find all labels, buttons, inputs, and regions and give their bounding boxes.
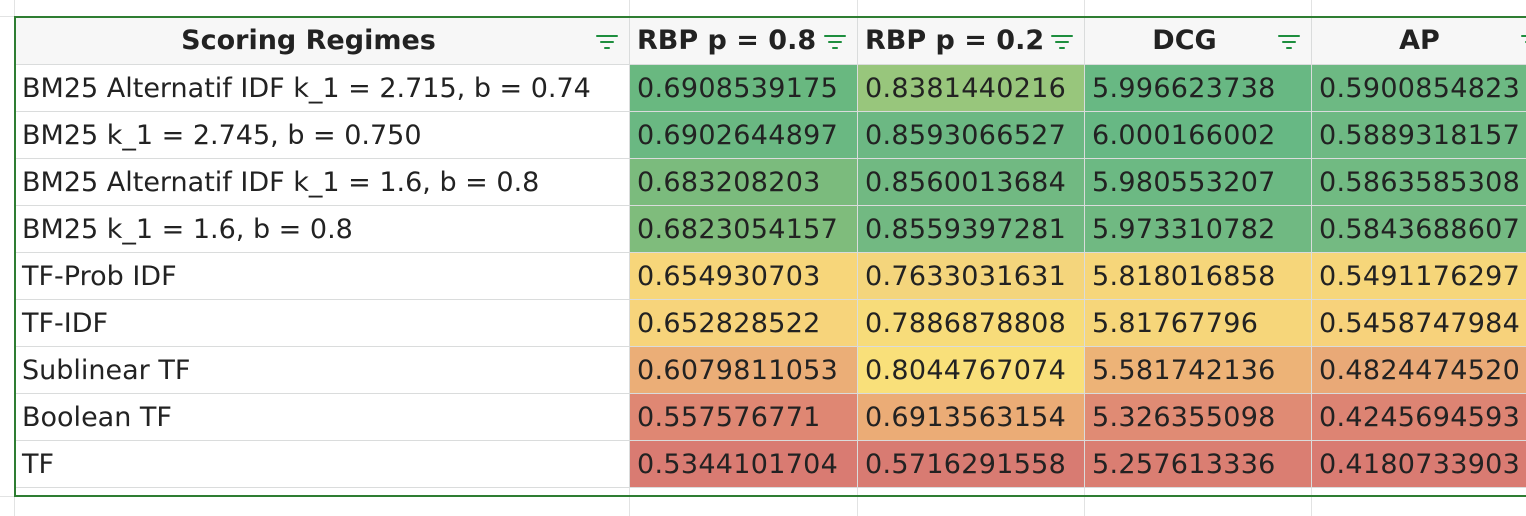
value-cell[interactable]: 0.7886878808 [857,299,1085,347]
column-header-rbp-02[interactable]: RBP p = 0.2 [857,16,1085,65]
value-cell[interactable]: 0.5889318157 [1311,111,1526,159]
column-header-label: RBP p = 0.2 [865,25,1045,56]
row-label-cell[interactable]: Sublinear TF [14,346,630,394]
value-cell[interactable]: 0.4245694593 [1311,393,1526,441]
filter-icon[interactable] [1520,33,1526,49]
value-cell[interactable]: 0.8560013684 [857,158,1085,206]
value-cell[interactable]: 0.6823054157 [629,205,858,253]
value-cell[interactable]: 5.818016858 [1084,252,1312,300]
value-cell[interactable]: 0.5344101704 [629,440,858,488]
value-cell[interactable]: 5.257613336 [1084,440,1312,488]
value-cell[interactable]: 5.973310782 [1084,205,1312,253]
value-cell[interactable]: 5.326355098 [1084,393,1312,441]
column-header-scoring-regimes[interactable]: Scoring Regimes [14,16,630,65]
column-header-ap[interactable]: AP [1311,16,1526,65]
filter-icon[interactable] [595,33,619,49]
table-row: TF-Prob IDF 0.654930703 0.7633031631 5.8180… [14,252,1526,300]
row-label-cell[interactable]: BM25 k_1 = 2.745, b = 0.750 [14,111,630,159]
value-cell[interactable]: 0.7633031631 [857,252,1085,300]
value-cell[interactable]: 0.5716291558 [857,440,1085,488]
value-cell[interactable]: 0.5863585308 [1311,158,1526,206]
value-cell[interactable]: 0.8381440216 [857,64,1085,112]
row-label-cell[interactable]: TF-IDF [14,299,630,347]
value-cell[interactable]: 5.81767796 [1084,299,1312,347]
value-cell[interactable]: 0.5900854823 [1311,64,1526,112]
filter-icon[interactable] [1277,33,1301,49]
row-label-cell[interactable]: TF [14,440,630,488]
filter-icon[interactable] [1050,33,1074,49]
value-cell[interactable]: 5.996623738 [1084,64,1312,112]
row-label-cell[interactable]: BM25 Alternatif IDF k_1 = 1.6, b = 0.8 [14,158,630,206]
scoring-table: Scoring Regimes RBP p = 0.8 RBP p = 0.2 … [14,16,1526,488]
filter-icon[interactable] [823,33,847,49]
value-cell[interactable]: 0.4180733903 [1311,440,1526,488]
table-row: TF 0.5344101704 0.5716291558 5.257613336 0.4… [14,440,1526,488]
header-row: Scoring Regimes RBP p = 0.8 RBP p = 0.2 … [14,16,1526,65]
column-header-dcg[interactable]: DCG [1084,16,1312,65]
value-cell[interactable]: 0.683208203 [629,158,858,206]
value-cell[interactable]: 0.5491176297 [1311,252,1526,300]
table-row: Boolean TF 0.557576771 0.6913563154 5.32635… [14,393,1526,441]
value-cell[interactable]: 0.6913563154 [857,393,1085,441]
column-header-label: AP [1399,25,1440,56]
value-cell[interactable]: 0.8559397281 [857,205,1085,253]
spreadsheet-range: Scoring Regimes RBP p = 0.8 RBP p = 0.2 … [14,16,1526,497]
column-header-label: RBP p = 0.8 [637,25,817,56]
row-label-cell[interactable]: BM25 Alternatif IDF k_1 = 2.715, b = 0.7… [14,64,630,112]
value-cell[interactable]: 0.654930703 [629,252,858,300]
value-cell[interactable]: 0.5843688607 [1311,205,1526,253]
value-cell[interactable]: 0.5458747984 [1311,299,1526,347]
value-cell[interactable]: 6.000166002 [1084,111,1312,159]
column-header-rbp-08[interactable]: RBP p = 0.8 [629,16,858,65]
value-cell[interactable]: 0.652828522 [629,299,858,347]
value-cell[interactable]: 0.6079811053 [629,346,858,394]
table-row: Sublinear TF 0.6079811053 0.8044767074 5.58… [14,346,1526,394]
row-label-cell[interactable]: BM25 k_1 = 1.6, b = 0.8 [14,205,630,253]
table-row: BM25 k_1 = 1.6, b = 0.8 0.6823054157 0.855… [14,205,1526,253]
table-body: BM25 Alternatif IDF k_1 = 2.715, b = 0.7… [14,64,1526,488]
value-cell[interactable]: 5.980553207 [1084,158,1312,206]
row-label-cell[interactable]: TF-Prob IDF [14,252,630,300]
table-row: BM25 k_1 = 2.745, b = 0.750 0.6902644897 0… [14,111,1526,159]
value-cell[interactable]: 0.4824474520 [1311,346,1526,394]
row-label-cell[interactable]: Boolean TF [14,393,630,441]
table-row: TF-IDF 0.652828522 0.7886878808 5.81767796 0… [14,299,1526,347]
value-cell[interactable]: 0.8593066527 [857,111,1085,159]
table-row: BM25 Alternatif IDF k_1 = 1.6, b = 0.8 0.… [14,158,1526,206]
column-header-label: DCG [1152,25,1217,56]
value-cell[interactable]: 0.8044767074 [857,346,1085,394]
value-cell[interactable]: 5.581742136 [1084,346,1312,394]
value-cell[interactable]: 0.557576771 [629,393,858,441]
table-row: BM25 Alternatif IDF k_1 = 2.715, b = 0.7… [14,64,1526,112]
value-cell[interactable]: 0.6908539175 [629,64,858,112]
column-header-label: Scoring Regimes [181,25,436,56]
value-cell[interactable]: 0.6902644897 [629,111,858,159]
